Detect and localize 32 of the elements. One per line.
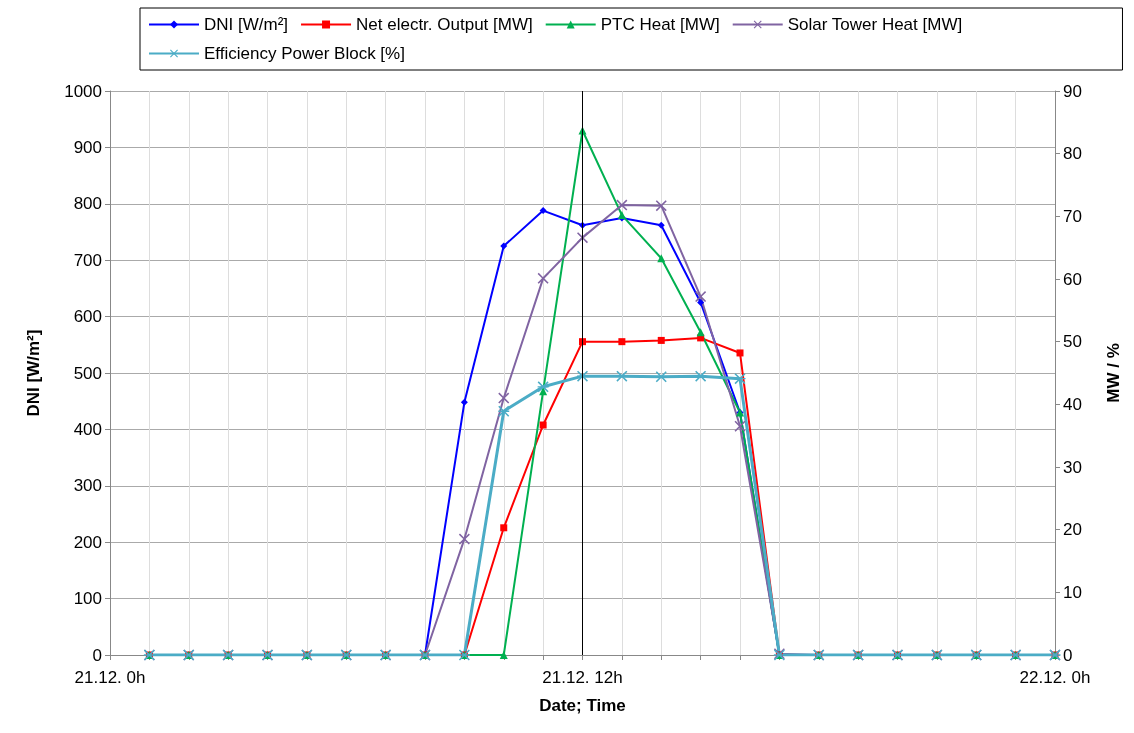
y2-axis-title: MW / % — [1104, 343, 1123, 403]
legend-label: PTC Heat [MW] — [600, 15, 720, 34]
y-tick-label: 400 — [73, 419, 102, 439]
y2-tick-label: 0 — [1063, 645, 1073, 665]
legend-label: Net electr. Output [MW] — [356, 15, 533, 34]
y-tick-label: 200 — [73, 532, 102, 552]
y-tick-label: 100 — [73, 589, 102, 609]
y2-tick-label: 20 — [1063, 520, 1082, 540]
y2-tick-label: 60 — [1063, 269, 1082, 289]
x-tick-label: 21.12. 0h — [74, 668, 146, 687]
y2-tick-label: 90 — [1063, 81, 1082, 101]
y-tick-label: 900 — [73, 137, 102, 157]
legend-label: Solar Tower Heat [MW] — [787, 15, 963, 34]
x-tick-label: 22.12. 0h — [1019, 668, 1091, 687]
y2-tick-label: 70 — [1063, 206, 1082, 226]
y2-tick-label: 30 — [1063, 457, 1082, 477]
legend-label: DNI [W/m²] — [204, 15, 289, 34]
y2-tick-label: 10 — [1063, 582, 1082, 602]
y-axis-title: DNI [W/m²] — [24, 329, 43, 417]
y2-tick-label: 80 — [1063, 144, 1082, 164]
y-tick-label: 500 — [73, 363, 102, 383]
y-tick-label: 0 — [92, 645, 102, 665]
legend-label: Efficiency Power Block [%] — [204, 44, 405, 63]
y-tick-label: 1000 — [64, 81, 102, 101]
y-tick-label: 300 — [73, 476, 102, 496]
y-tick-label: 600 — [73, 307, 102, 327]
y2-tick-label: 40 — [1063, 394, 1082, 414]
y-tick-label: 700 — [73, 250, 102, 270]
y2-tick-label: 50 — [1063, 332, 1082, 352]
x-axis-title: Date; Time — [539, 696, 626, 715]
x-tick-label: 21.12. 12h — [542, 668, 623, 687]
y-tick-label: 800 — [73, 194, 102, 214]
